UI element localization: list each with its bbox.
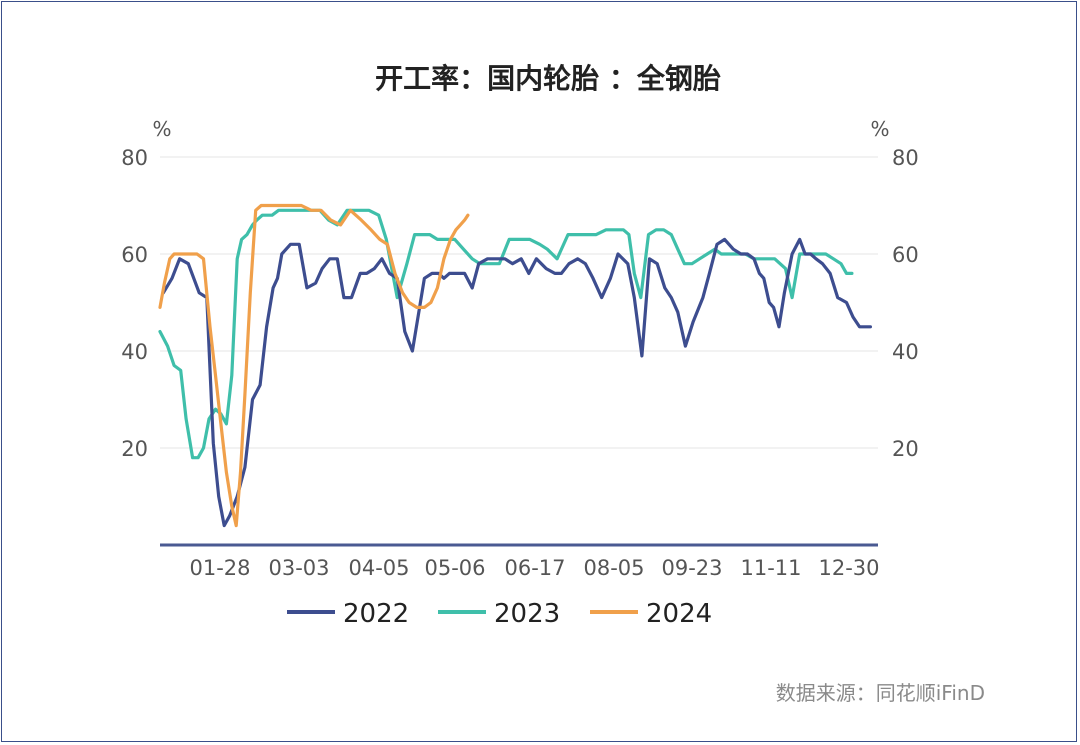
y-tick-left-20: 20 [121, 437, 148, 461]
x-tick-11-11: 11-11 [740, 556, 801, 580]
x-tick-09-23: 09-23 [661, 556, 722, 580]
y-unit-left: % [152, 117, 171, 141]
y-tick-right-20: 20 [892, 437, 919, 461]
x-tick-01-28: 01-28 [189, 556, 250, 580]
x-tick-08-05: 08-05 [583, 556, 644, 580]
series-line-2023 [158, 208, 854, 460]
legend-label-2022: 2022 [343, 599, 409, 629]
y-tick-right-40: 40 [892, 340, 919, 364]
y-tick-left-40: 40 [121, 340, 148, 364]
y-tick-left-80: 80 [121, 146, 148, 170]
series-line-2022 [161, 237, 873, 528]
legend-label-2023: 2023 [494, 599, 560, 629]
x-tick-05-06: 05-06 [424, 556, 485, 580]
y-tick-left-60: 60 [121, 243, 148, 267]
x-tick-12-30: 12-30 [818, 556, 879, 580]
source-note: 数据来源：同花顺iFinD [776, 681, 985, 705]
y-unit-right: % [870, 117, 889, 141]
y-tick-right-80: 80 [892, 146, 919, 170]
series-line-2024 [158, 203, 470, 528]
legend-label-2024: 2024 [646, 599, 712, 629]
y-tick-right-60: 60 [892, 243, 919, 267]
chart-title: 开工率：国内轮胎 ：全钢胎 [375, 62, 721, 95]
x-tick-06-17: 06-17 [504, 556, 565, 580]
x-tick-03-03: 03-03 [268, 556, 329, 580]
x-tick-04-05: 04-05 [348, 556, 409, 580]
